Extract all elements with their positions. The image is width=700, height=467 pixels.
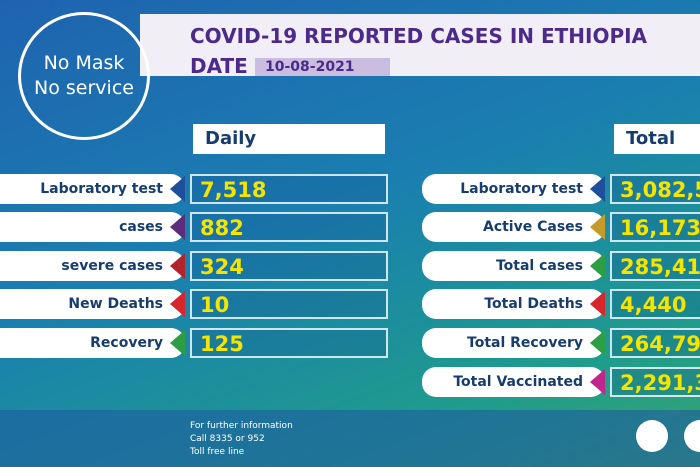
total-heading: Total xyxy=(614,124,700,154)
footer-line: Call 8335 or 952 xyxy=(190,434,265,444)
footer-line: For further information xyxy=(190,421,293,431)
row-value: 324 xyxy=(190,251,388,281)
row-label: severe cases xyxy=(0,251,185,281)
header-bar xyxy=(140,14,700,76)
daily-heading: Daily xyxy=(193,124,385,154)
row-arrow xyxy=(170,253,185,279)
row-label: Laboratory test xyxy=(0,174,185,204)
footer-line: Toll free line xyxy=(190,447,245,457)
row-arrow xyxy=(590,291,605,317)
row-label: Active Cases xyxy=(422,212,605,242)
row-arrow xyxy=(590,253,605,279)
row-arrow xyxy=(590,369,605,395)
row-label: Total cases xyxy=(422,251,605,281)
row-arrow xyxy=(590,176,605,202)
row-arrow xyxy=(590,214,605,240)
row-label: Total Recovery xyxy=(422,328,605,358)
footer-text: For further information Call 8335 or 952… xyxy=(190,420,293,459)
row-value: 882 xyxy=(190,212,388,242)
row-value: 285,41 xyxy=(610,251,700,281)
row-arrow xyxy=(590,330,605,356)
row-arrow xyxy=(170,176,185,202)
row-value: 264,79 xyxy=(610,328,700,358)
row-value: 2,291,3 xyxy=(610,367,700,397)
row-value: 125 xyxy=(190,328,388,358)
row-label: Laboratory test xyxy=(422,174,605,204)
row-arrow xyxy=(170,330,185,356)
badge-line: No Mask xyxy=(43,52,125,74)
badge: No Mask No service xyxy=(18,12,150,140)
row-value: 3,082,5 xyxy=(610,174,700,204)
row-arrow xyxy=(170,214,185,240)
row-value: 10 xyxy=(190,289,388,319)
row-label: Total Deaths xyxy=(422,289,605,319)
row-label: cases xyxy=(0,212,185,242)
date-label: DATE xyxy=(190,54,248,78)
row-label: Recovery xyxy=(0,328,185,358)
row-value: 4,440 xyxy=(610,289,700,319)
logo xyxy=(684,420,700,452)
row-label: New Deaths xyxy=(0,289,185,319)
date: 10-08-2021 xyxy=(255,58,390,76)
row-value: 16,173 xyxy=(610,212,700,242)
row-label: Total Vaccinated xyxy=(422,367,605,397)
logo xyxy=(636,420,668,452)
footer-bar xyxy=(0,410,700,467)
row-arrow xyxy=(170,291,185,317)
title: COVID-19 REPORTED CASES IN ETHIOPIA xyxy=(190,24,648,48)
badge-line: No service xyxy=(34,77,134,99)
row-value: 7,518 xyxy=(190,174,388,204)
